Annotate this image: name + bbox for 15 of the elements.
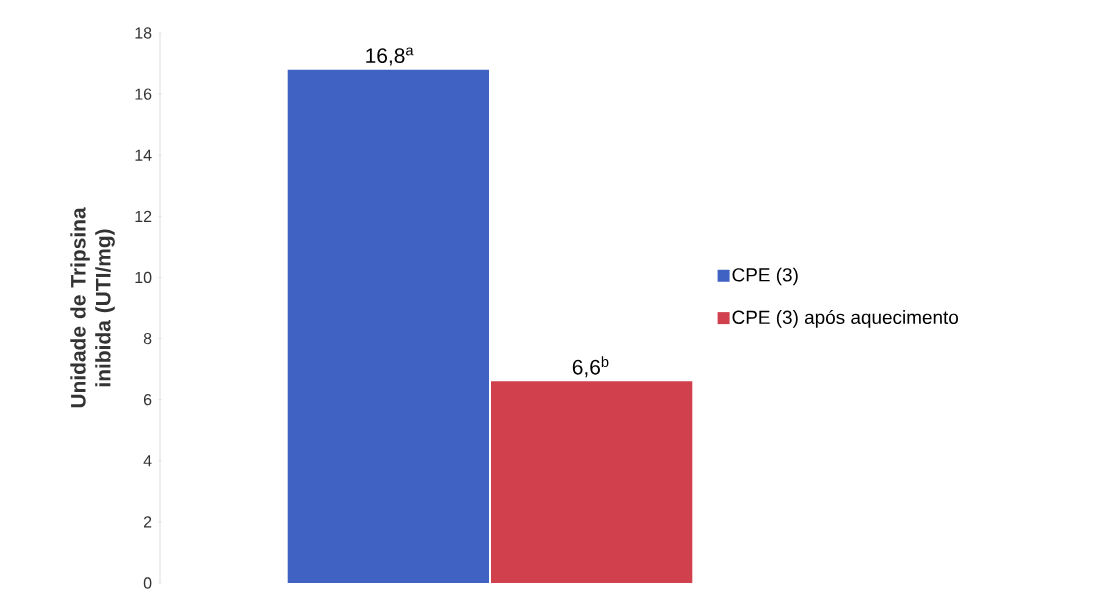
y-tick-label: 0 bbox=[143, 577, 152, 589]
y-tick-label: 14 bbox=[135, 149, 152, 161]
y-tick-label: 10 bbox=[135, 271, 152, 284]
y-tick-label: 16 bbox=[135, 88, 152, 100]
y-tick-label: 12 bbox=[135, 210, 152, 222]
y-tick-label: 2 bbox=[143, 516, 152, 528]
y-tick-label: 8 bbox=[143, 332, 152, 345]
data-label: 6,6$^{b}$ bbox=[572, 356, 609, 378]
legend-label: CPE (3) bbox=[732, 267, 798, 286]
y-tick-label: 18 bbox=[135, 27, 152, 39]
legend-label: CPE (3) após aquecimento bbox=[732, 309, 959, 328]
y-tick-label: 4 bbox=[143, 455, 152, 467]
data-label: 16,8$^{a}$ bbox=[366, 47, 414, 66]
y-tick-label: 6 bbox=[143, 394, 152, 406]
y-axis-title: Unidade de Tripsina inibida (UTI/mg) bbox=[70, 207, 115, 408]
